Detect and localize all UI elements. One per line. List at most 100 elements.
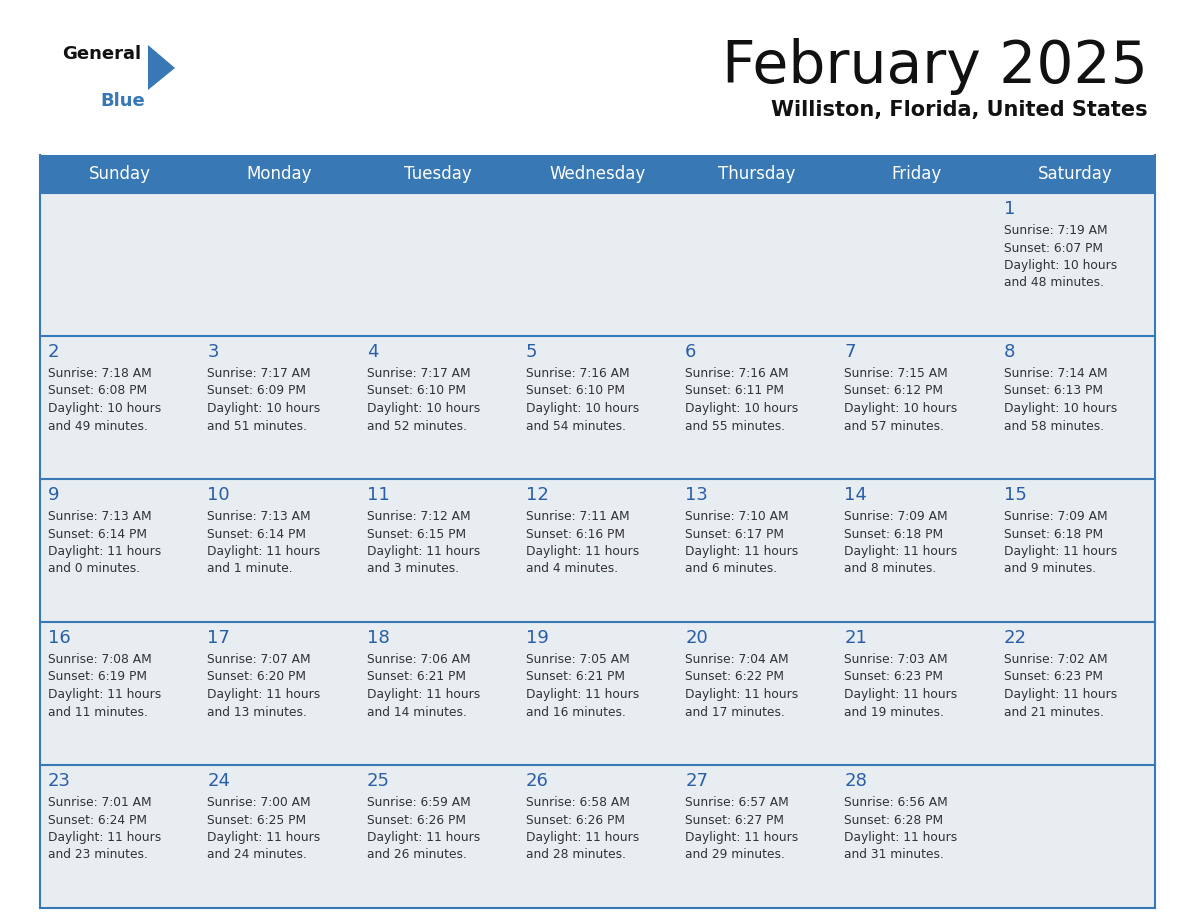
Text: and 58 minutes.: and 58 minutes. [1004,420,1104,432]
Text: and 52 minutes.: and 52 minutes. [367,420,467,432]
Text: Daylight: 10 hours: Daylight: 10 hours [207,402,321,415]
Bar [40,155,1155,193]
Text: Daylight: 11 hours: Daylight: 11 hours [48,831,162,844]
Text: Sunrise: 7:18 AM: Sunrise: 7:18 AM [48,367,152,380]
Text: Sunset: 6:22 PM: Sunset: 6:22 PM [685,670,784,684]
Text: Sunrise: 7:19 AM: Sunrise: 7:19 AM [1004,224,1107,237]
Text: 5: 5 [526,343,537,361]
Text: Daylight: 11 hours: Daylight: 11 hours [367,831,480,844]
Text: Sunset: 6:13 PM: Sunset: 6:13 PM [1004,385,1102,397]
Text: Sunrise: 7:09 AM: Sunrise: 7:09 AM [1004,510,1107,523]
Text: Sunrise: 7:00 AM: Sunrise: 7:00 AM [207,796,311,809]
Text: Sunday: Sunday [89,165,151,183]
Text: Sunrise: 7:16 AM: Sunrise: 7:16 AM [685,367,789,380]
Text: Daylight: 10 hours: Daylight: 10 hours [685,402,798,415]
Text: 18: 18 [367,629,390,647]
Text: 16: 16 [48,629,71,647]
Text: 25: 25 [367,772,390,790]
Text: 6: 6 [685,343,696,361]
Text: Sunset: 6:07 PM: Sunset: 6:07 PM [1004,241,1102,254]
Text: Daylight: 11 hours: Daylight: 11 hours [685,831,798,844]
Text: Sunset: 6:26 PM: Sunset: 6:26 PM [526,813,625,826]
Text: Daylight: 11 hours: Daylight: 11 hours [845,545,958,558]
Text: Daylight: 10 hours: Daylight: 10 hours [367,402,480,415]
Text: 20: 20 [685,629,708,647]
Text: Sunset: 6:11 PM: Sunset: 6:11 PM [685,385,784,397]
Text: and 24 minutes.: and 24 minutes. [207,848,308,861]
Text: Sunset: 6:26 PM: Sunset: 6:26 PM [367,813,466,826]
Text: Sunrise: 7:17 AM: Sunrise: 7:17 AM [207,367,311,380]
Text: Sunrise: 6:59 AM: Sunrise: 6:59 AM [367,796,470,809]
Text: and 28 minutes.: and 28 minutes. [526,848,626,861]
Text: Daylight: 11 hours: Daylight: 11 hours [526,831,639,844]
Text: Sunrise: 7:14 AM: Sunrise: 7:14 AM [1004,367,1107,380]
Text: 13: 13 [685,486,708,504]
Text: 19: 19 [526,629,549,647]
Text: 17: 17 [207,629,230,647]
Text: Sunset: 6:15 PM: Sunset: 6:15 PM [367,528,466,541]
Text: February 2025: February 2025 [722,38,1148,95]
Text: and 48 minutes.: and 48 minutes. [1004,276,1104,289]
Text: 7: 7 [845,343,855,361]
Text: Sunrise: 7:11 AM: Sunrise: 7:11 AM [526,510,630,523]
Text: and 57 minutes.: and 57 minutes. [845,420,944,432]
Text: Daylight: 10 hours: Daylight: 10 hours [1004,259,1117,272]
Text: Daylight: 11 hours: Daylight: 11 hours [207,688,321,701]
Text: Sunrise: 7:02 AM: Sunrise: 7:02 AM [1004,653,1107,666]
Text: Sunset: 6:08 PM: Sunset: 6:08 PM [48,385,147,397]
Text: 3: 3 [207,343,219,361]
Text: Sunrise: 7:10 AM: Sunrise: 7:10 AM [685,510,789,523]
Text: Monday: Monday [246,165,311,183]
Text: Sunset: 6:14 PM: Sunset: 6:14 PM [207,528,307,541]
Text: Sunrise: 7:03 AM: Sunrise: 7:03 AM [845,653,948,666]
Text: and 26 minutes.: and 26 minutes. [367,848,467,861]
Text: Sunset: 6:28 PM: Sunset: 6:28 PM [845,813,943,826]
Text: Sunset: 6:23 PM: Sunset: 6:23 PM [1004,670,1102,684]
Text: Sunrise: 7:13 AM: Sunrise: 7:13 AM [207,510,311,523]
Text: Daylight: 11 hours: Daylight: 11 hours [1004,688,1117,701]
Text: Blue: Blue [100,92,145,110]
Text: Daylight: 11 hours: Daylight: 11 hours [367,545,480,558]
Text: Tuesday: Tuesday [404,165,472,183]
Text: and 4 minutes.: and 4 minutes. [526,563,618,576]
Text: Sunset: 6:25 PM: Sunset: 6:25 PM [207,813,307,826]
Text: Sunset: 6:12 PM: Sunset: 6:12 PM [845,385,943,397]
Text: Sunset: 6:09 PM: Sunset: 6:09 PM [207,385,307,397]
Text: Daylight: 11 hours: Daylight: 11 hours [207,831,321,844]
Bar [40,193,1155,908]
Text: Sunset: 6:10 PM: Sunset: 6:10 PM [526,385,625,397]
Text: Sunrise: 7:04 AM: Sunrise: 7:04 AM [685,653,789,666]
Text: 14: 14 [845,486,867,504]
Text: 26: 26 [526,772,549,790]
Text: and 54 minutes.: and 54 minutes. [526,420,626,432]
Text: 15: 15 [1004,486,1026,504]
Text: and 51 minutes.: and 51 minutes. [207,420,308,432]
Text: Sunset: 6:16 PM: Sunset: 6:16 PM [526,528,625,541]
Text: Daylight: 11 hours: Daylight: 11 hours [48,545,162,558]
Text: Sunset: 6:21 PM: Sunset: 6:21 PM [526,670,625,684]
Text: Sunset: 6:23 PM: Sunset: 6:23 PM [845,670,943,684]
Text: Sunset: 6:21 PM: Sunset: 6:21 PM [367,670,466,684]
Text: Daylight: 10 hours: Daylight: 10 hours [48,402,162,415]
Text: 27: 27 [685,772,708,790]
Text: 10: 10 [207,486,230,504]
Text: Sunrise: 7:06 AM: Sunrise: 7:06 AM [367,653,470,666]
Text: Daylight: 11 hours: Daylight: 11 hours [526,545,639,558]
Text: Sunset: 6:17 PM: Sunset: 6:17 PM [685,528,784,541]
Text: Sunrise: 6:58 AM: Sunrise: 6:58 AM [526,796,630,809]
Text: Daylight: 10 hours: Daylight: 10 hours [845,402,958,415]
Text: 2: 2 [48,343,59,361]
Text: and 11 minutes.: and 11 minutes. [48,706,147,719]
Text: and 23 minutes.: and 23 minutes. [48,848,147,861]
Text: and 0 minutes.: and 0 minutes. [48,563,140,576]
Text: Sunrise: 7:05 AM: Sunrise: 7:05 AM [526,653,630,666]
Text: Daylight: 11 hours: Daylight: 11 hours [1004,545,1117,558]
Text: and 49 minutes.: and 49 minutes. [48,420,147,432]
Text: Daylight: 11 hours: Daylight: 11 hours [48,688,162,701]
Text: 23: 23 [48,772,71,790]
Text: and 1 minute.: and 1 minute. [207,563,293,576]
Text: Sunset: 6:18 PM: Sunset: 6:18 PM [1004,528,1102,541]
Text: Daylight: 11 hours: Daylight: 11 hours [845,688,958,701]
Text: 24: 24 [207,772,230,790]
Text: Sunset: 6:18 PM: Sunset: 6:18 PM [845,528,943,541]
